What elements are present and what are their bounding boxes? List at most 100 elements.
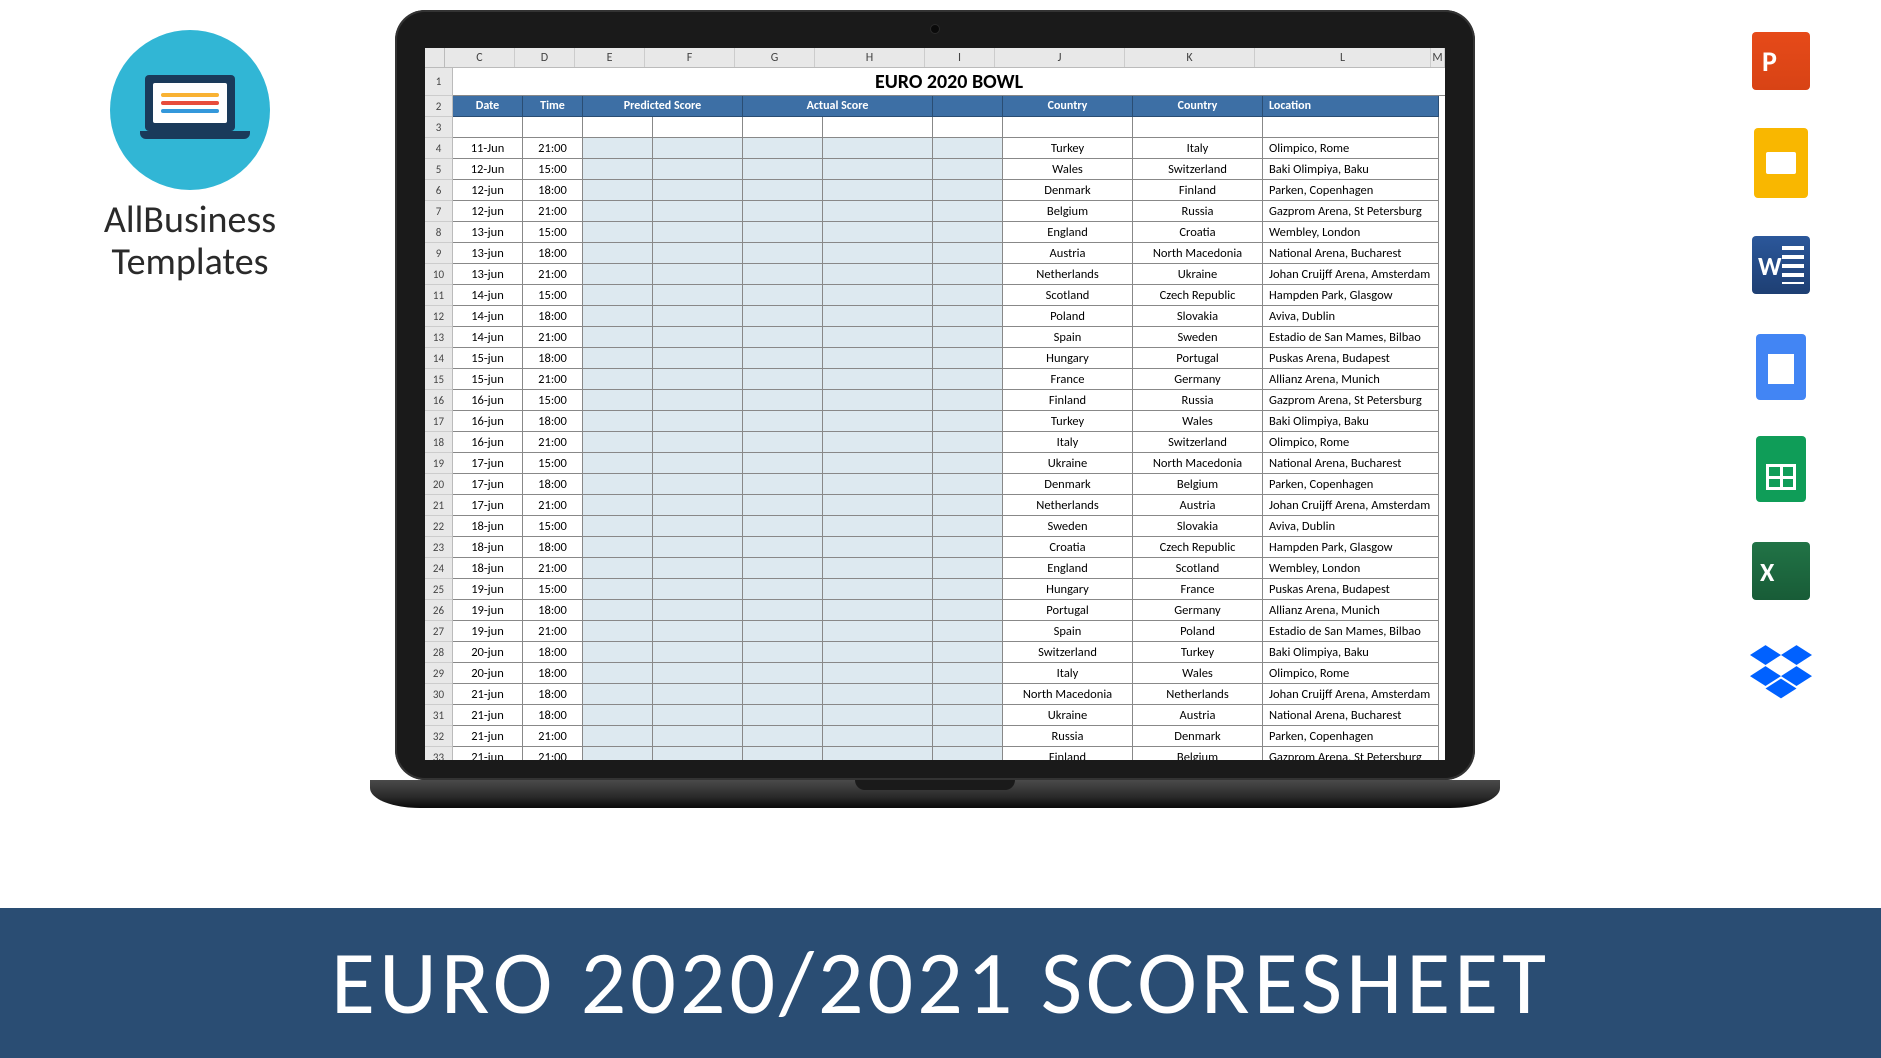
cell-time[interactable]: 18:00 bbox=[523, 411, 583, 432]
cell-time[interactable]: 18:00 bbox=[523, 705, 583, 726]
cell-actual-2[interactable] bbox=[823, 621, 933, 642]
cell-date[interactable]: 21-jun bbox=[453, 726, 523, 747]
cell-country1[interactable]: Ukraine bbox=[1003, 453, 1133, 474]
cell-location[interactable]: Parken, Copenhagen bbox=[1263, 474, 1439, 495]
cell-time[interactable]: 21:00 bbox=[523, 621, 583, 642]
row-num[interactable]: 33 bbox=[425, 747, 452, 760]
cell-predicted-2[interactable] bbox=[653, 705, 743, 726]
cell-blank[interactable] bbox=[933, 201, 1003, 222]
cell-date[interactable]: 15-jun bbox=[453, 369, 523, 390]
cell-time[interactable]: 15:00 bbox=[523, 222, 583, 243]
cell-location[interactable]: National Arena, Bucharest bbox=[1263, 705, 1439, 726]
cell-country1[interactable]: Sweden bbox=[1003, 516, 1133, 537]
cell-actual-2[interactable] bbox=[823, 243, 933, 264]
cell-blank[interactable] bbox=[933, 264, 1003, 285]
cell-location[interactable]: Gazprom Arena, St Petersburg bbox=[1263, 390, 1439, 411]
cell-actual-1[interactable] bbox=[743, 558, 823, 579]
cell-time[interactable]: 21:00 bbox=[523, 558, 583, 579]
cell-predicted-2[interactable] bbox=[653, 138, 743, 159]
cell-location[interactable]: Gazprom Arena, St Petersburg bbox=[1263, 201, 1439, 222]
cell-predicted-2[interactable] bbox=[653, 621, 743, 642]
row-num[interactable]: 4 bbox=[425, 138, 452, 159]
cell-location[interactable]: Olimpico, Rome bbox=[1263, 432, 1439, 453]
cell-country1[interactable]: Italy bbox=[1003, 663, 1133, 684]
col-header-C[interactable]: C bbox=[445, 48, 515, 67]
cell-predicted-1[interactable] bbox=[583, 453, 653, 474]
cell-actual-1[interactable] bbox=[743, 138, 823, 159]
cell-time[interactable]: 15:00 bbox=[523, 516, 583, 537]
cell-predicted-2[interactable] bbox=[653, 642, 743, 663]
col-header-F[interactable]: F bbox=[645, 48, 735, 67]
cell-predicted-1[interactable] bbox=[583, 663, 653, 684]
cell-location[interactable]: Allianz Arena, Munich bbox=[1263, 600, 1439, 621]
cell-predicted-2[interactable] bbox=[653, 390, 743, 411]
cell-blank[interactable] bbox=[933, 537, 1003, 558]
cell-actual-2[interactable] bbox=[823, 327, 933, 348]
cell-actual-1[interactable] bbox=[743, 474, 823, 495]
cell-date[interactable]: 14-jun bbox=[453, 285, 523, 306]
cell-time[interactable]: 18:00 bbox=[523, 537, 583, 558]
cell-date[interactable]: 17-jun bbox=[453, 495, 523, 516]
cell-blank[interactable] bbox=[933, 285, 1003, 306]
cell-country2[interactable]: Austria bbox=[1133, 495, 1263, 516]
cell-date[interactable]: 14-jun bbox=[453, 306, 523, 327]
cell-blank[interactable] bbox=[933, 621, 1003, 642]
cell-country1[interactable]: Finland bbox=[1003, 390, 1133, 411]
cell-predicted-2[interactable] bbox=[653, 726, 743, 747]
row-num[interactable]: 8 bbox=[425, 222, 452, 243]
cell-actual-2[interactable] bbox=[823, 285, 933, 306]
cell-location[interactable]: Parken, Copenhagen bbox=[1263, 180, 1439, 201]
cell-blank[interactable] bbox=[933, 516, 1003, 537]
cell-date[interactable]: 15-jun bbox=[453, 348, 523, 369]
cell-time[interactable]: 18:00 bbox=[523, 180, 583, 201]
cell-country2[interactable]: Turkey bbox=[1133, 642, 1263, 663]
cell-country2[interactable]: North Macedonia bbox=[1133, 453, 1263, 474]
cell-blank[interactable] bbox=[933, 600, 1003, 621]
cell-predicted-1[interactable] bbox=[583, 579, 653, 600]
cell-country2[interactable]: North Macedonia bbox=[1133, 243, 1263, 264]
col-header-I[interactable]: I bbox=[925, 48, 995, 67]
cell-predicted-1[interactable] bbox=[583, 243, 653, 264]
cell-predicted-2[interactable] bbox=[653, 243, 743, 264]
cell-actual-2[interactable] bbox=[823, 390, 933, 411]
cell-predicted-2[interactable] bbox=[653, 663, 743, 684]
cell-time[interactable]: 21:00 bbox=[523, 201, 583, 222]
cell-actual-1[interactable] bbox=[743, 306, 823, 327]
cell-location[interactable]: Hampden Park, Glasgow bbox=[1263, 537, 1439, 558]
cell-blank[interactable] bbox=[933, 369, 1003, 390]
row-num[interactable]: 18 bbox=[425, 432, 452, 453]
cell-actual-1[interactable] bbox=[743, 621, 823, 642]
row-num[interactable]: 12 bbox=[425, 306, 452, 327]
cell-blank[interactable] bbox=[933, 474, 1003, 495]
cell-actual-2[interactable] bbox=[823, 474, 933, 495]
cell-date[interactable]: 14-jun bbox=[453, 327, 523, 348]
row-num[interactable]: 5 bbox=[425, 159, 452, 180]
cell-actual-2[interactable] bbox=[823, 579, 933, 600]
cell-country1[interactable]: Italy bbox=[1003, 432, 1133, 453]
cell-actual-1[interactable] bbox=[743, 537, 823, 558]
cell-actual-1[interactable] bbox=[743, 516, 823, 537]
row-num[interactable]: 31 bbox=[425, 705, 452, 726]
cell-actual-1[interactable] bbox=[743, 390, 823, 411]
cell-country1[interactable]: Hungary bbox=[1003, 348, 1133, 369]
cell-time[interactable]: 21:00 bbox=[523, 264, 583, 285]
google-sheets-icon[interactable] bbox=[1750, 438, 1812, 500]
cell-actual-2[interactable] bbox=[823, 600, 933, 621]
cell-location[interactable]: Johan Cruijff Arena, Amsterdam bbox=[1263, 684, 1439, 705]
cell-predicted-2[interactable] bbox=[653, 348, 743, 369]
cell-time[interactable]: 18:00 bbox=[523, 306, 583, 327]
cell-country1[interactable]: Turkey bbox=[1003, 138, 1133, 159]
cell-date[interactable]: 19-jun bbox=[453, 600, 523, 621]
cell-date[interactable]: 12-jun bbox=[453, 201, 523, 222]
cell-location[interactable]: Aviva, Dublin bbox=[1263, 306, 1439, 327]
cell-actual-2[interactable] bbox=[823, 705, 933, 726]
cell-actual-2[interactable] bbox=[823, 411, 933, 432]
cell-country2[interactable]: Poland bbox=[1133, 621, 1263, 642]
cell-predicted-1[interactable] bbox=[583, 558, 653, 579]
cell-date[interactable]: 12-Jun bbox=[453, 159, 523, 180]
cell-blank[interactable] bbox=[933, 222, 1003, 243]
cell-time[interactable]: 18:00 bbox=[523, 348, 583, 369]
cell-actual-1[interactable] bbox=[743, 684, 823, 705]
cell-time[interactable]: 21:00 bbox=[523, 327, 583, 348]
cell-blank[interactable] bbox=[933, 432, 1003, 453]
